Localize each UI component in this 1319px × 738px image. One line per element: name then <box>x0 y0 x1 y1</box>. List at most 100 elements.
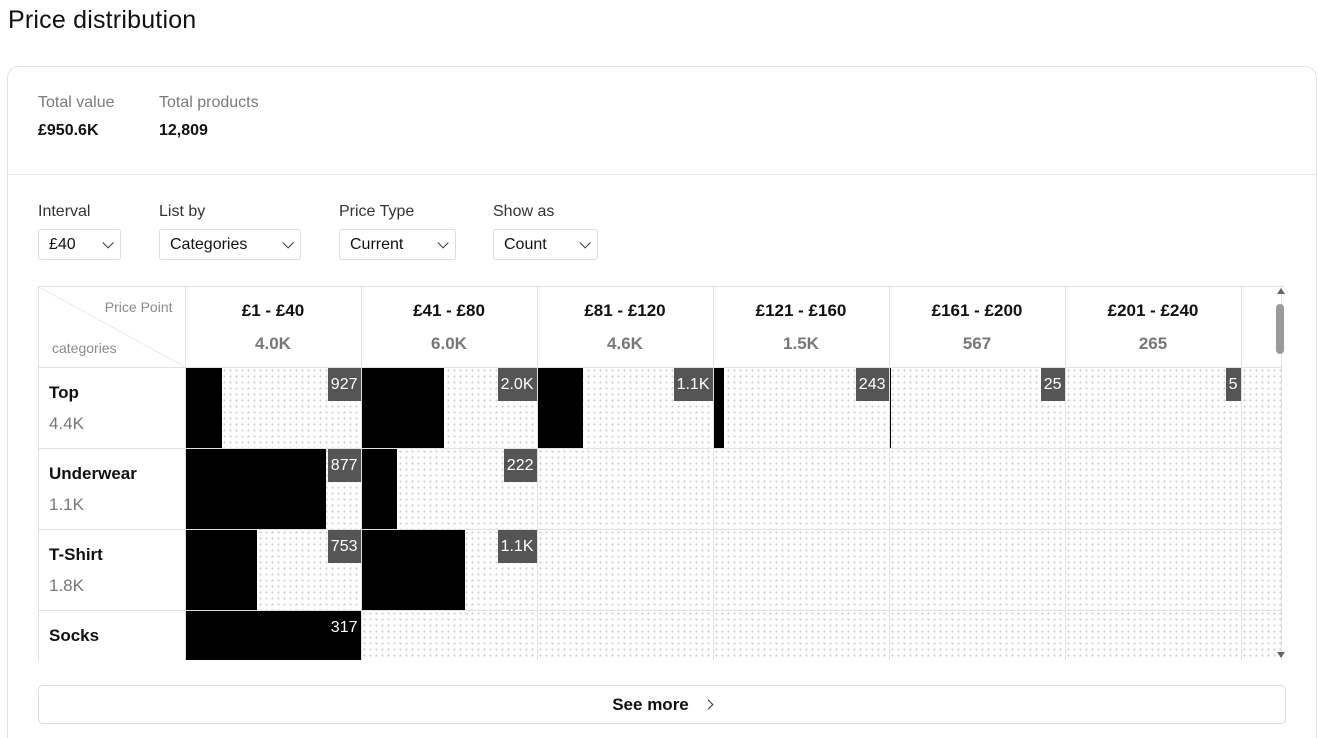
page-title: Price distribution <box>8 6 197 34</box>
distribution-cell <box>713 610 890 660</box>
category-total: 317 <box>49 657 185 661</box>
grid-corner-header: Price Point categories <box>39 287 186 368</box>
distribution-bar <box>185 448 326 529</box>
see-more-button[interactable]: See more <box>38 685 1286 724</box>
category-total: 1.1K <box>49 494 84 514</box>
category-name: Underwear <box>49 463 137 483</box>
price-type-select[interactable]: Current <box>339 229 456 260</box>
distribution-cell <box>361 610 538 660</box>
category-name: T-Shirt <box>49 544 103 564</box>
filter-show-as: Show as Count <box>493 203 598 260</box>
interval-select-value: £40 <box>49 235 76 253</box>
column-total: 567 <box>962 334 992 353</box>
total-value-stat: Total value £950.6K <box>38 94 115 140</box>
column-total: 6.0K <box>431 334 467 353</box>
table-row: Socks 317 317 <box>39 610 1282 661</box>
see-more-label: See more <box>612 694 689 714</box>
price-column-header: £201 - £240 265 <box>1065 287 1242 368</box>
filter-list-by: List by Categories <box>159 203 301 260</box>
distribution-cell <box>1065 610 1242 660</box>
column-total: 4.6K <box>607 334 643 353</box>
total-value: £950.6K <box>38 122 99 139</box>
chevron-down-icon <box>282 236 294 249</box>
scroll-up-arrow-icon[interactable] <box>1277 288 1285 294</box>
filter-price-type-label: Price Type <box>339 203 415 220</box>
total-products-stat: Total products 12,809 <box>159 94 259 140</box>
row-category-header: T-Shirt 1.8K <box>39 529 186 611</box>
distribution-cell[interactable]: 1.1K <box>537 367 714 449</box>
distribution-cell <box>537 448 714 530</box>
distribution-bar <box>361 448 397 529</box>
total-products-label: Total products <box>159 94 259 111</box>
column-range: £201 - £240 <box>1107 301 1199 320</box>
column-range: £121 - £160 <box>755 301 847 320</box>
distribution-cell[interactable]: 2.0K <box>361 367 538 449</box>
next-column-cell <box>1241 610 1282 660</box>
distribution-bar <box>537 367 583 448</box>
row-category-header: Underwear 1.1K <box>39 448 186 530</box>
distribution-cell[interactable]: 1.1K <box>361 529 538 611</box>
category-name: Socks <box>49 625 100 645</box>
grid-scrollbar[interactable] <box>1274 286 1286 660</box>
price-grid-table: Price Point categories £1 - £40 4.0K £41 -… <box>39 287 1282 660</box>
scroll-thumb[interactable] <box>1276 304 1284 354</box>
filter-show-as-label: Show as <box>493 203 555 220</box>
distribution-bar <box>185 529 258 610</box>
price-grid[interactable]: Price Point categories £1 - £40 4.0K £41 -… <box>38 286 1284 660</box>
filter-interval-label: Interval <box>38 203 91 220</box>
distribution-cell <box>1065 529 1242 611</box>
distribution-cell <box>537 529 714 611</box>
show-as-select[interactable]: Count <box>493 229 598 260</box>
column-total: 4.0K <box>255 334 291 353</box>
distribution-cell[interactable]: 243 <box>713 367 890 449</box>
list-by-select-value: Categories <box>170 235 248 253</box>
cell-count-label: 25 <box>1040 367 1065 401</box>
category-name: Top <box>49 382 79 402</box>
show-as-select-value: Count <box>504 235 547 253</box>
distribution-cell[interactable]: 753 <box>185 529 362 611</box>
chevron-down-icon <box>437 236 449 249</box>
distribution-bar <box>361 529 465 610</box>
column-total: 265 <box>1138 334 1168 353</box>
column-range: £41 - £80 <box>413 301 485 320</box>
interval-select[interactable]: £40 <box>38 229 121 260</box>
distribution-cell <box>889 448 1066 530</box>
price-column-header: £1 - £40 4.0K <box>185 287 362 368</box>
cell-count-label: 5 <box>1225 367 1241 401</box>
distribution-cell <box>537 610 714 660</box>
scroll-down-arrow-icon[interactable] <box>1277 652 1285 658</box>
cell-count-label: 222 <box>503 448 537 482</box>
price-column-header: £41 - £80 6.0K <box>361 287 538 368</box>
next-column-cell <box>1241 367 1282 449</box>
column-range: £161 - £200 <box>931 301 1023 320</box>
distribution-cell[interactable]: 927 <box>185 367 362 449</box>
distribution-cell[interactable]: 222 <box>361 448 538 530</box>
cell-count-label: 2.0K <box>497 367 537 401</box>
distribution-bar <box>185 367 223 448</box>
distribution-cell <box>1065 448 1242 530</box>
distribution-cell[interactable]: 5 <box>1065 367 1242 449</box>
distribution-cell[interactable]: 25 <box>889 367 1066 449</box>
distribution-cell <box>889 610 1066 660</box>
chevron-down-icon <box>102 236 114 249</box>
filter-interval: Interval £40 <box>38 203 121 260</box>
filter-list-by-label: List by <box>159 203 206 220</box>
next-column-cell <box>1241 448 1282 530</box>
list-by-select[interactable]: Categories <box>159 229 301 260</box>
table-row: T-Shirt 1.8K 753 1.1K <box>39 529 1282 611</box>
distribution-bar <box>713 367 724 448</box>
cell-count-label: 877 <box>327 448 361 482</box>
column-total: 1.5K <box>783 334 819 353</box>
summary-divider <box>8 174 1316 175</box>
column-range: £81 - £120 <box>584 301 666 320</box>
distribution-cell[interactable]: 317 <box>185 610 362 660</box>
chevron-down-icon <box>579 236 591 249</box>
price-column-header: £161 - £200 567 <box>889 287 1066 368</box>
distribution-cell[interactable]: 877 <box>185 448 362 530</box>
price-type-select-value: Current <box>350 235 404 253</box>
cell-count-label: 1.1K <box>673 367 713 401</box>
distribution-cell <box>713 529 890 611</box>
distribution-bar <box>361 367 444 448</box>
distribution-cell <box>713 448 890 530</box>
table-row: Underwear 1.1K 877 222 <box>39 448 1282 530</box>
